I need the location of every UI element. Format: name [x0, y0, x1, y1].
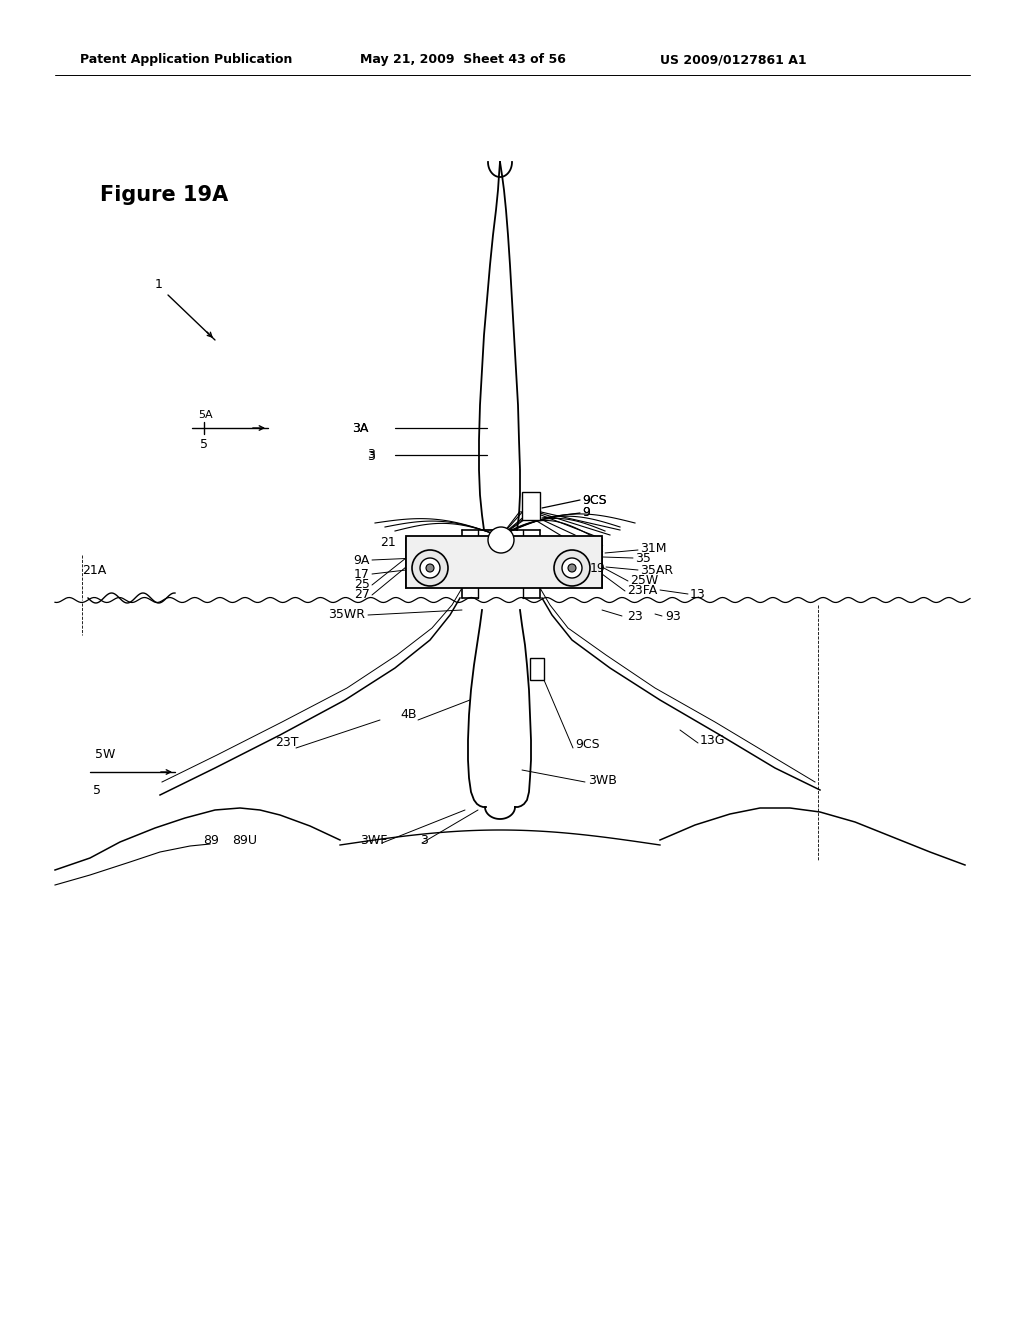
Text: 3: 3 — [420, 833, 428, 846]
Circle shape — [420, 558, 440, 578]
Text: 9: 9 — [582, 507, 590, 520]
Text: 9CS: 9CS — [575, 738, 600, 751]
Text: 13G: 13G — [700, 734, 725, 747]
Text: 9CS: 9CS — [582, 494, 606, 507]
Text: 3A: 3A — [351, 421, 368, 434]
Text: 89: 89 — [203, 833, 219, 846]
Text: Patent Application Publication: Patent Application Publication — [80, 54, 293, 66]
Text: 25W: 25W — [630, 574, 658, 587]
Text: 3: 3 — [368, 450, 375, 462]
Text: 21: 21 — [380, 536, 395, 549]
Text: 5: 5 — [200, 438, 208, 451]
Circle shape — [568, 564, 575, 572]
Circle shape — [562, 558, 582, 578]
Text: 23: 23 — [627, 610, 643, 623]
Text: 93: 93 — [665, 610, 681, 623]
Text: 9CS: 9CS — [582, 494, 606, 507]
Text: May 21, 2009  Sheet 43 of 56: May 21, 2009 Sheet 43 of 56 — [360, 54, 566, 66]
Text: 27: 27 — [354, 589, 370, 602]
Text: 3: 3 — [368, 449, 375, 462]
Text: 23FA: 23FA — [627, 585, 657, 598]
Text: 3A: 3A — [351, 421, 368, 434]
Text: 3WB: 3WB — [588, 774, 616, 787]
Circle shape — [554, 550, 590, 586]
Text: 9: 9 — [582, 507, 590, 520]
Bar — [530, 657, 544, 680]
Circle shape — [488, 527, 514, 553]
Text: 35WR: 35WR — [328, 609, 365, 622]
Text: 23T: 23T — [275, 737, 299, 750]
Text: 5A: 5A — [198, 411, 213, 420]
Bar — [406, 536, 602, 587]
Text: Figure 19A: Figure 19A — [100, 185, 228, 205]
Text: 9A: 9A — [353, 553, 370, 566]
Text: 35AR: 35AR — [640, 564, 673, 577]
Circle shape — [426, 564, 434, 572]
Circle shape — [412, 550, 449, 586]
Text: 31M: 31M — [640, 541, 667, 554]
Text: 89U: 89U — [232, 833, 257, 846]
Text: 5W: 5W — [95, 748, 116, 762]
Text: 3WF: 3WF — [360, 833, 387, 846]
Text: 4B: 4B — [400, 709, 417, 722]
Text: 1: 1 — [155, 279, 163, 292]
Bar — [522, 492, 540, 520]
Text: 5: 5 — [93, 784, 101, 796]
Text: 17: 17 — [354, 568, 370, 581]
Text: 19: 19 — [590, 561, 606, 574]
Text: 35: 35 — [635, 552, 651, 565]
Text: US 2009/0127861 A1: US 2009/0127861 A1 — [660, 54, 807, 66]
Text: 13: 13 — [690, 587, 706, 601]
Text: 21A: 21A — [82, 564, 106, 577]
Text: 25: 25 — [354, 578, 370, 591]
